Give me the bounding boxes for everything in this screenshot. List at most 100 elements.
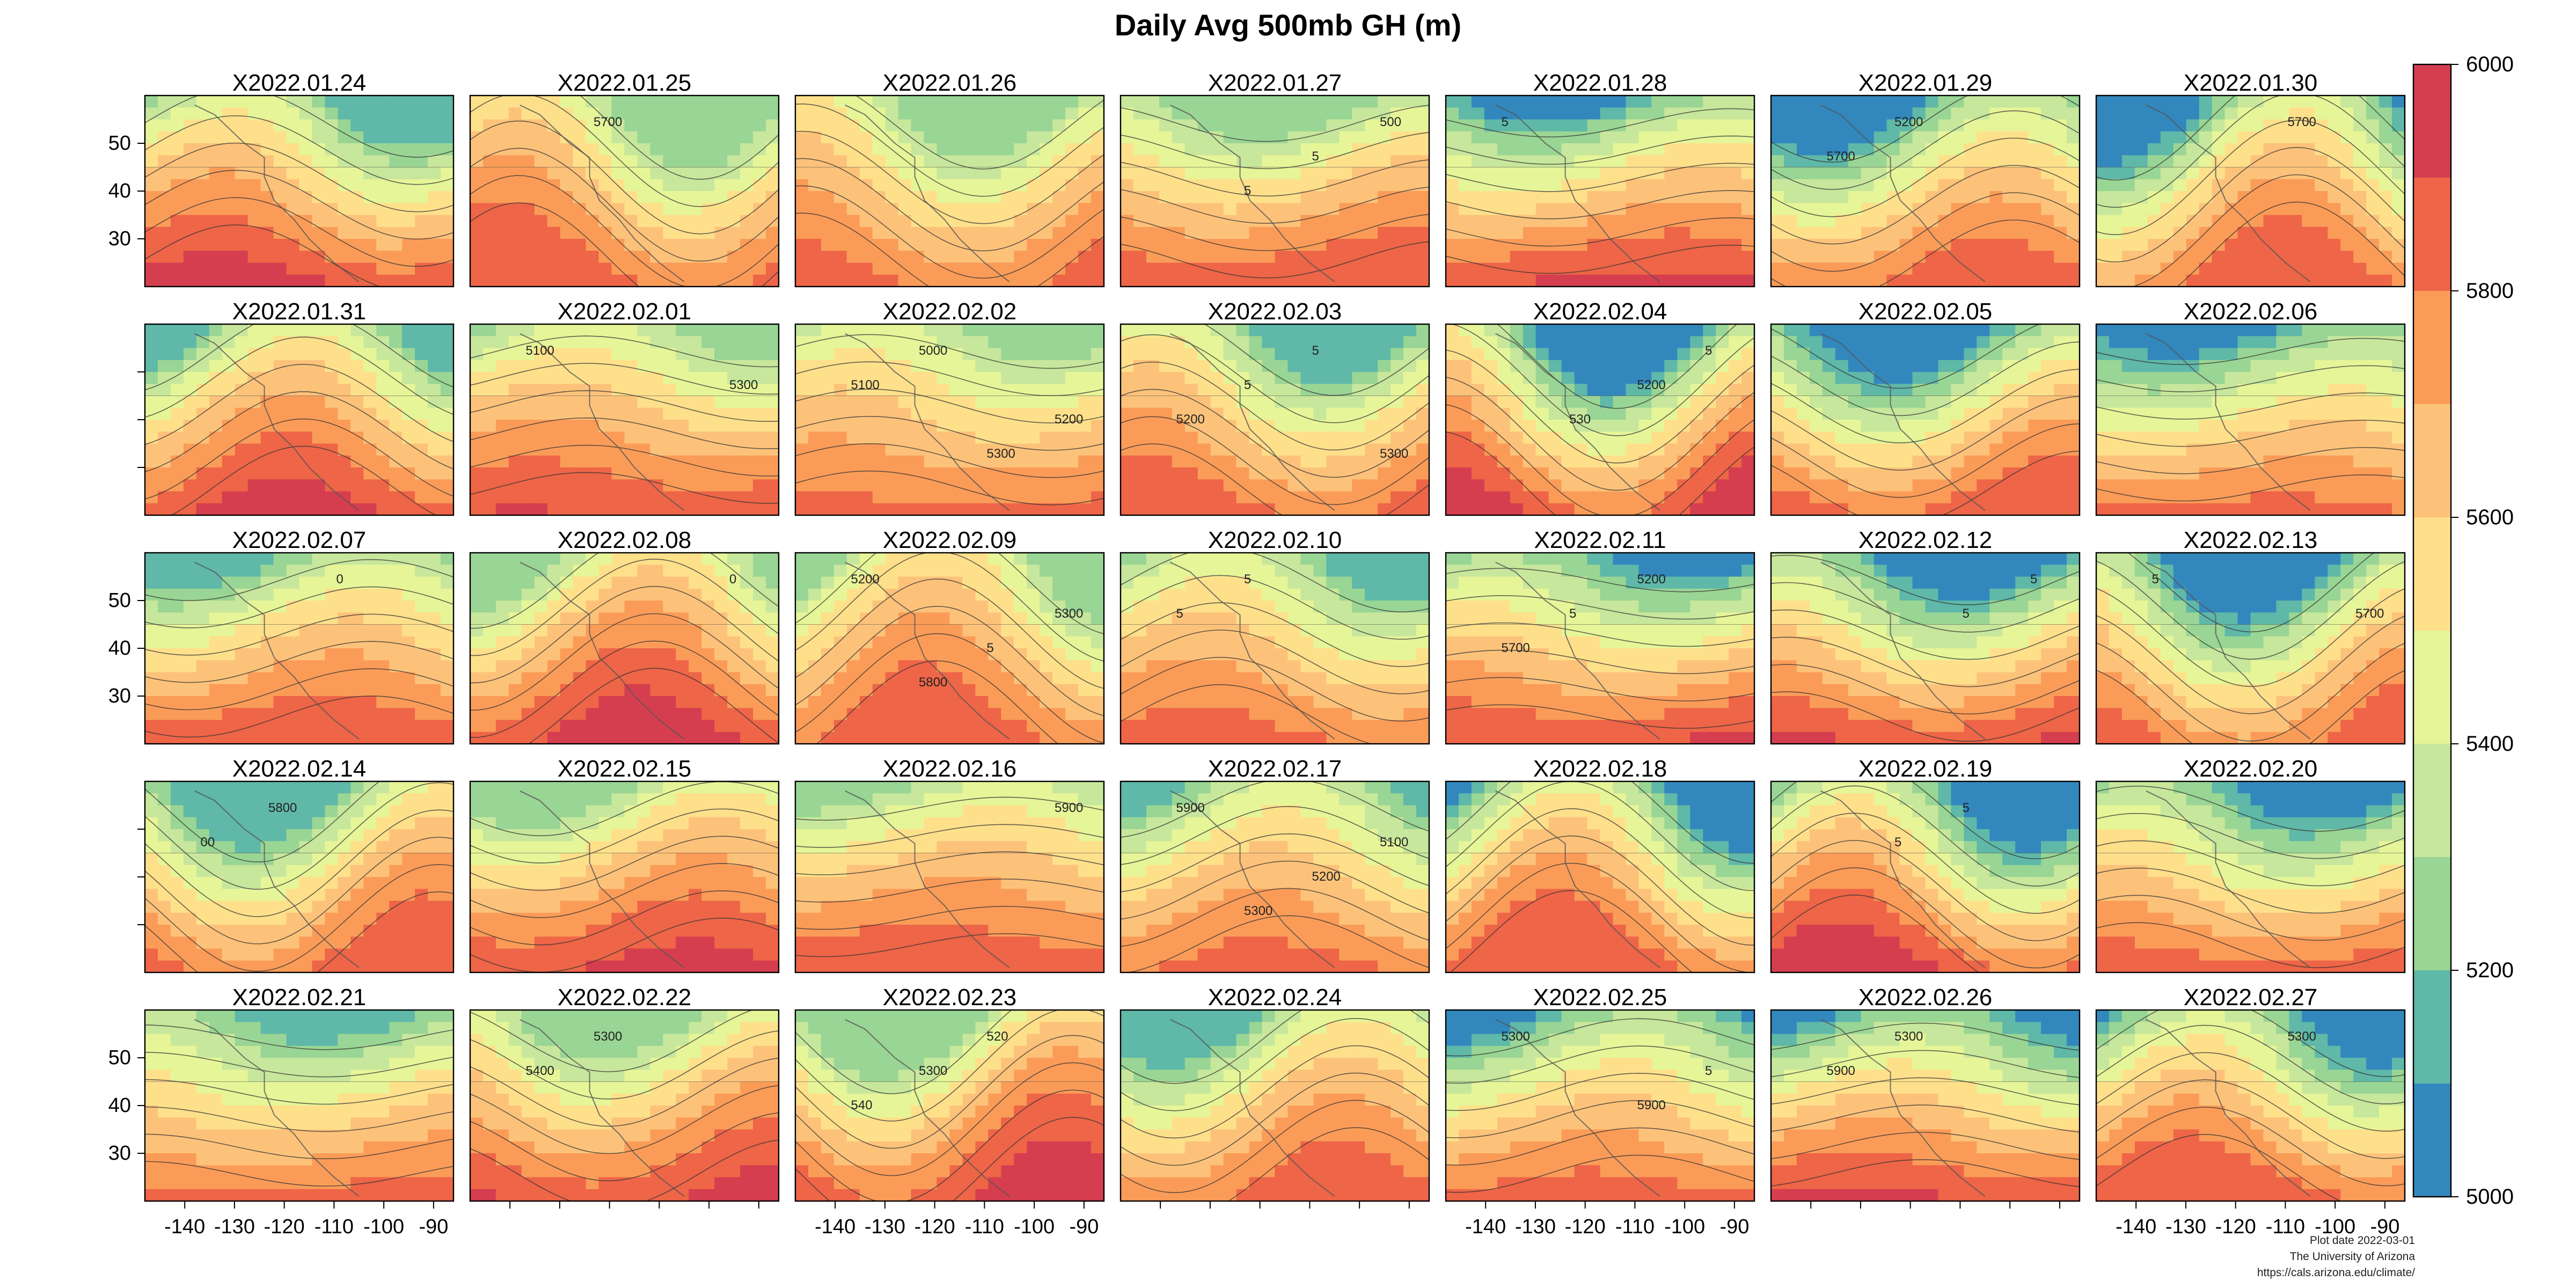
map-panel: X2022.01.26 [794, 70, 1105, 288]
contour-label: 5 [2152, 572, 2159, 587]
y-tick-label: 30 [108, 1142, 131, 1165]
map-panel: 520 5300 540 X2022.02.23 -140 -130 -120 -110 -10… [794, 984, 1105, 1238]
contour-label: 5 [1502, 115, 1509, 129]
contour-label: 5100 [851, 378, 880, 392]
panel-frame [794, 780, 1105, 974]
panel-frame [1119, 552, 1430, 745]
map-panel: 5700 X2022.01.30 [2095, 70, 2406, 288]
map-panel: 5100 5300 X2022.02.01 [469, 298, 780, 516]
panel-frame [469, 780, 780, 974]
contour-label: 5300 [729, 378, 758, 392]
panel-frame [469, 552, 780, 745]
contour-label: 5 [1244, 378, 1251, 392]
panel-title: X2022.02.16 [883, 756, 1017, 782]
colorbar-bin [2413, 970, 2451, 1084]
x-tick-label: -130 [865, 1216, 905, 1238]
colorbar-bin [2413, 1084, 2451, 1197]
contour-label: 5700 [594, 115, 622, 129]
map-panel: X2022.02.21 30 40 50 -140 -130 -120 -110 -100 -90 [108, 984, 455, 1238]
x-tick-label: -100 [2315, 1216, 2355, 1238]
x-tick-label: -140 [815, 1216, 855, 1238]
x-tick-label: -120 [264, 1216, 305, 1238]
contour-label: 5300 [1244, 904, 1272, 918]
panel-title: X2022.02.26 [1858, 984, 1993, 1011]
contour-label: 5 [1894, 835, 1901, 850]
panel-title: X2022.02.24 [1208, 984, 1342, 1011]
colorbar-bin [2413, 631, 2451, 744]
contour-label: 5300 [2288, 1029, 2316, 1044]
contour-label: 5200 [851, 572, 880, 587]
y-tick-label: 50 [108, 589, 131, 612]
contour-label: 5 [1569, 606, 1576, 621]
contour-label: 5 [1963, 606, 1970, 621]
panel-title: X2022.02.19 [1858, 756, 1993, 782]
map-panel: 5200 5700 X2022.01.29 [1770, 70, 2081, 288]
map-panel: 5 5 X2022.02.19 [1770, 756, 2081, 974]
x-tick-label: -140 [1465, 1216, 1506, 1238]
y-tick-label: 50 [108, 132, 131, 155]
panel-title: X2022.02.09 [883, 527, 1017, 553]
map-panel: 5700 X2022.01.25 [469, 70, 780, 288]
contour-label: 5 [2030, 572, 2037, 587]
contour-label: 530 [1569, 412, 1591, 427]
contour-label: 5400 [526, 1064, 554, 1078]
map-panel: 500 5 5 X2022.01.27 [1119, 70, 1430, 288]
panel-frame [2095, 323, 2406, 516]
x-tick-label: -100 [1014, 1216, 1055, 1238]
colorbar-bin [2413, 291, 2451, 404]
panel-title: X2022.02.15 [558, 756, 692, 782]
panel-title: X2022.02.02 [883, 298, 1017, 325]
panel-title: X2022.02.14 [232, 756, 367, 782]
panel-title: X2022.02.21 [232, 984, 367, 1011]
panel-frame [1119, 323, 1430, 516]
panel-frame [794, 552, 1105, 745]
panel-title: X2022.02.20 [2184, 756, 2318, 782]
map-panel: 5300 X2022.02.27 -140 -130 -120 -110 -100 -90 [2095, 984, 2406, 1238]
panel-title: X2022.01.30 [2184, 70, 2318, 96]
plot-date-credit: Plot date 2022-03-01 [2309, 1234, 2415, 1247]
x-tick-label: -90 [1719, 1216, 1749, 1238]
contour-label: 5900 [1176, 801, 1205, 815]
contour-label: 5 [987, 641, 994, 655]
panel-title: X2022.02.04 [1533, 298, 1667, 325]
chart-title: Daily Avg 500mb GH (m) [1114, 8, 1462, 42]
map-panel: 5 X2022.01.28 [1445, 70, 1755, 288]
map-panel: 5000 5100 5200 5300 X2022.02.02 [794, 298, 1105, 516]
x-tick-label: -110 [965, 1216, 1004, 1238]
contour-label: 5300 [1502, 1029, 1530, 1044]
x-tick-label: -140 [2116, 1216, 2156, 1238]
y-tick-label: 40 [108, 180, 131, 202]
panel-frame [469, 94, 780, 288]
contour-label: 5900 [1827, 1064, 1855, 1078]
map-panel: 0 X2022.02.08 [469, 527, 780, 745]
panel-title: X2022.01.31 [232, 298, 367, 325]
panel-title: X2022.02.08 [558, 527, 692, 553]
contour-label: 5200 [1637, 572, 1666, 587]
colorbar-bin [2413, 744, 2451, 857]
x-tick-label: -130 [2165, 1216, 2206, 1238]
map-panel: 5 5100 5200 5300 5900 X2022.02.17 [1119, 756, 1430, 974]
panel-title: X2022.01.25 [558, 70, 692, 96]
x-tick-label: -100 [363, 1216, 404, 1238]
map-panel: 5 5200 530 X2022.02.04 [1445, 298, 1755, 516]
panel-title: X2022.02.22 [558, 984, 692, 1011]
contour-label: 5200 [1637, 378, 1666, 392]
panel-title: X2022.02.05 [1858, 298, 1993, 325]
panel-title: X2022.01.26 [883, 70, 1017, 96]
contour-label: 5700 [2288, 115, 2316, 129]
colorbar-bin [2413, 517, 2451, 631]
panel-title: X2022.01.28 [1533, 70, 1667, 96]
map-panel: X2022.02.06 [2095, 298, 2406, 516]
panel-frame [1770, 552, 2081, 745]
x-tick-label: -120 [1565, 1216, 1606, 1238]
panel-title: X2022.02.03 [1208, 298, 1342, 325]
panel-title: X2022.02.13 [2184, 527, 2318, 553]
panel-frame [1445, 552, 1755, 745]
contour-label: 5300 [1894, 1029, 1923, 1044]
contour-label: 5 [1963, 801, 1970, 815]
contour-label: 0 [729, 572, 736, 587]
contour-label: 5200 [1176, 412, 1205, 427]
panel-title: X2022.02.11 [1534, 527, 1666, 553]
panel-frame [1445, 94, 1755, 288]
y-tick-label: 50 [108, 1046, 131, 1069]
